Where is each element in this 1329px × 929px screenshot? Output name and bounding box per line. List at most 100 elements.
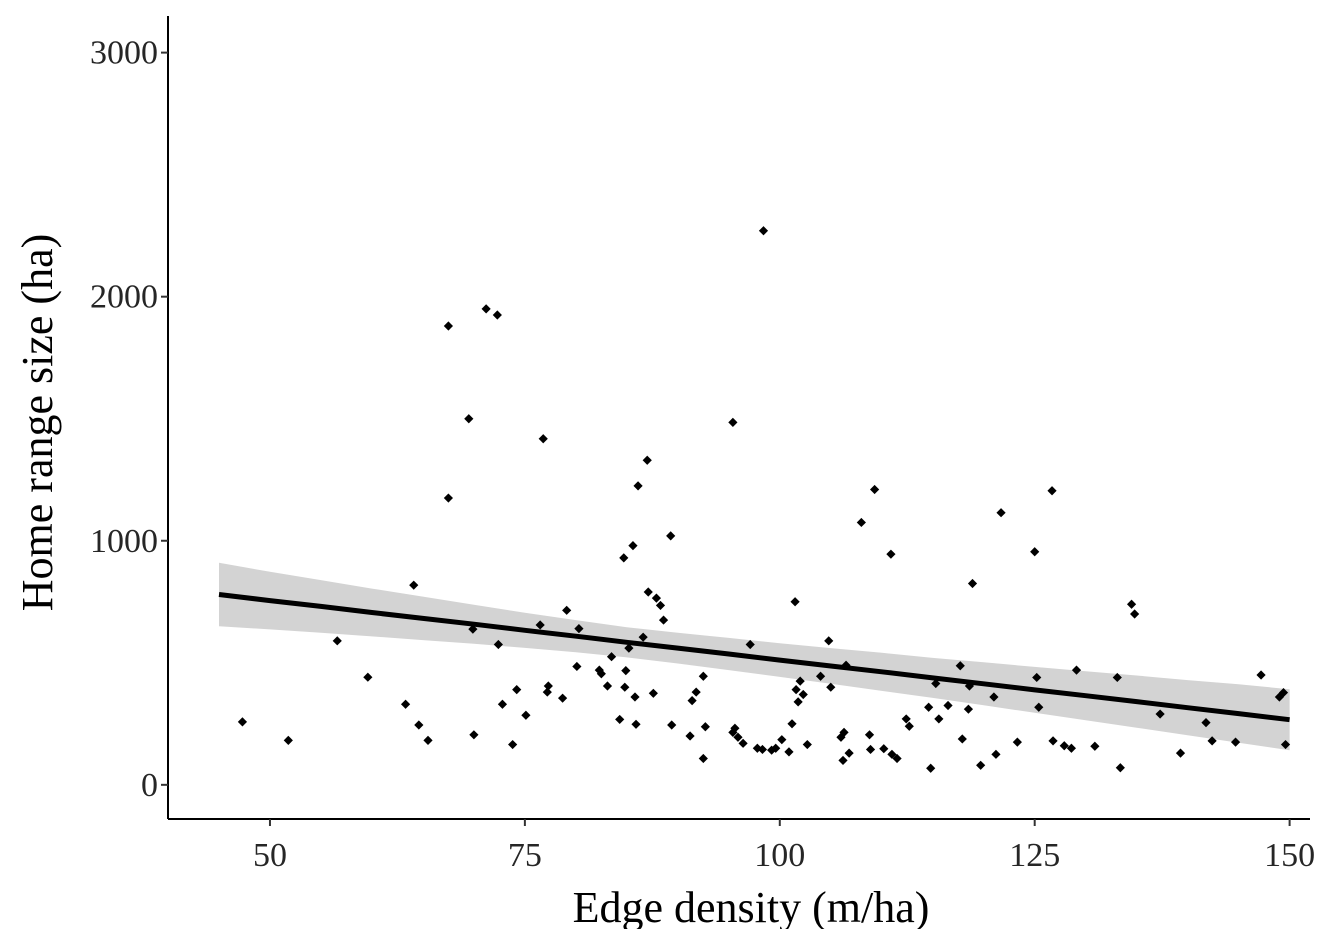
data-point — [423, 735, 433, 746]
data-point — [658, 615, 669, 625]
data-point — [1278, 687, 1289, 698]
data-point — [687, 696, 697, 706]
data-point — [1012, 737, 1022, 747]
data-point — [802, 739, 812, 750]
data-point — [790, 597, 800, 607]
data-point — [955, 661, 965, 671]
data-point — [1201, 717, 1211, 728]
data-point — [363, 672, 373, 682]
data-point — [957, 734, 967, 744]
data-point — [996, 508, 1006, 518]
data-point — [728, 727, 738, 737]
data-point — [1071, 665, 1082, 675]
x-tick-label: 75 — [508, 837, 542, 874]
data-point — [967, 578, 978, 589]
data-point — [621, 666, 631, 676]
data-point — [1155, 709, 1165, 719]
data-point — [777, 735, 787, 745]
data-point — [887, 749, 897, 759]
data-point — [464, 414, 474, 424]
y-tick-label: 1000 — [90, 523, 158, 560]
data-point — [728, 417, 738, 427]
data-point — [631, 719, 641, 729]
data-point — [648, 688, 658, 698]
data-point — [667, 720, 677, 730]
data-point — [400, 699, 411, 709]
data-point — [237, 717, 248, 727]
data-point — [409, 580, 419, 590]
data-point — [443, 321, 454, 331]
data-point — [602, 681, 613, 691]
data-point — [596, 669, 606, 679]
data-point — [838, 755, 848, 766]
data-point — [730, 723, 740, 733]
data-point — [989, 692, 999, 702]
data-point — [733, 732, 743, 742]
data-point — [767, 745, 777, 755]
data-point — [904, 721, 914, 731]
data-point — [606, 652, 617, 662]
data-points-layer — [237, 226, 1291, 773]
data-point — [1090, 741, 1100, 751]
data-point — [864, 730, 875, 740]
data-point — [926, 763, 936, 773]
data-point — [1059, 741, 1069, 751]
y-tick-label: 2000 — [90, 279, 158, 316]
data-point — [535, 620, 545, 630]
data-point — [574, 624, 584, 634]
data-point — [633, 481, 643, 491]
data-point — [542, 687, 552, 697]
x-tick-label: 125 — [1009, 837, 1060, 874]
data-point — [655, 600, 666, 611]
data-point — [619, 553, 629, 563]
data-point — [497, 699, 508, 709]
data-point — [492, 310, 502, 320]
data-point — [512, 685, 522, 695]
data-point — [643, 587, 653, 597]
data-point — [1030, 547, 1040, 557]
data-point — [332, 636, 342, 646]
data-point — [481, 304, 491, 314]
data-point — [901, 714, 911, 724]
data-point — [469, 730, 479, 740]
data-point — [414, 720, 424, 730]
data-point — [931, 678, 941, 689]
data-point — [666, 531, 676, 541]
data-point — [508, 739, 518, 750]
y-axis-title: Home range size (ha) — [13, 234, 62, 611]
data-point — [784, 747, 794, 757]
data-point — [685, 731, 695, 741]
data-point — [793, 697, 803, 707]
data-point — [1048, 736, 1058, 746]
data-point — [839, 727, 849, 737]
data-point — [943, 700, 953, 711]
data-point — [963, 704, 974, 714]
axes-layer — [161, 16, 1310, 826]
data-point — [1034, 702, 1044, 712]
data-point — [558, 693, 568, 703]
data-point — [924, 702, 934, 712]
data-point — [562, 605, 572, 615]
y-tick-label: 0 — [141, 767, 158, 804]
data-point — [795, 676, 805, 686]
data-point — [787, 719, 797, 729]
tick-labels-layer: 50 75 100 125 150 0 1000 2000 3000 — [90, 35, 1315, 874]
data-point — [698, 753, 708, 764]
data-point — [620, 682, 630, 692]
data-point — [642, 455, 652, 465]
data-point — [886, 549, 896, 559]
x-tick-label: 100 — [754, 837, 805, 874]
data-point — [630, 692, 640, 702]
data-point — [934, 714, 944, 724]
data-point — [892, 753, 902, 764]
data-point — [538, 434, 548, 444]
data-point — [572, 661, 582, 672]
data-point — [791, 685, 801, 695]
data-point — [1130, 609, 1140, 619]
regression-line-layer — [218, 592, 1290, 723]
data-point — [468, 624, 478, 634]
data-point — [1230, 737, 1241, 747]
data-point — [283, 735, 293, 746]
data-point — [698, 671, 708, 681]
